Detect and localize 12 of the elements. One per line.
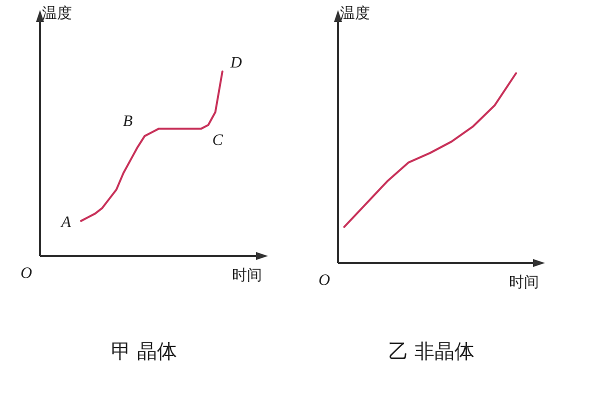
text: O [20, 265, 32, 282]
text: 甲 晶体 [110, 339, 178, 363]
text: 乙 非晶体 [388, 339, 475, 363]
text: A [60, 214, 72, 231]
y-axis-title: 温度 [340, 4, 370, 22]
x-axis-title: 时间 [232, 266, 262, 284]
text: D [229, 54, 242, 72]
x-axis-title: 时间 [509, 273, 539, 291]
y-axis-title: 温度 [42, 4, 72, 22]
annotation: C [212, 132, 224, 150]
text: O [318, 272, 330, 289]
annotation: B [122, 113, 133, 130]
